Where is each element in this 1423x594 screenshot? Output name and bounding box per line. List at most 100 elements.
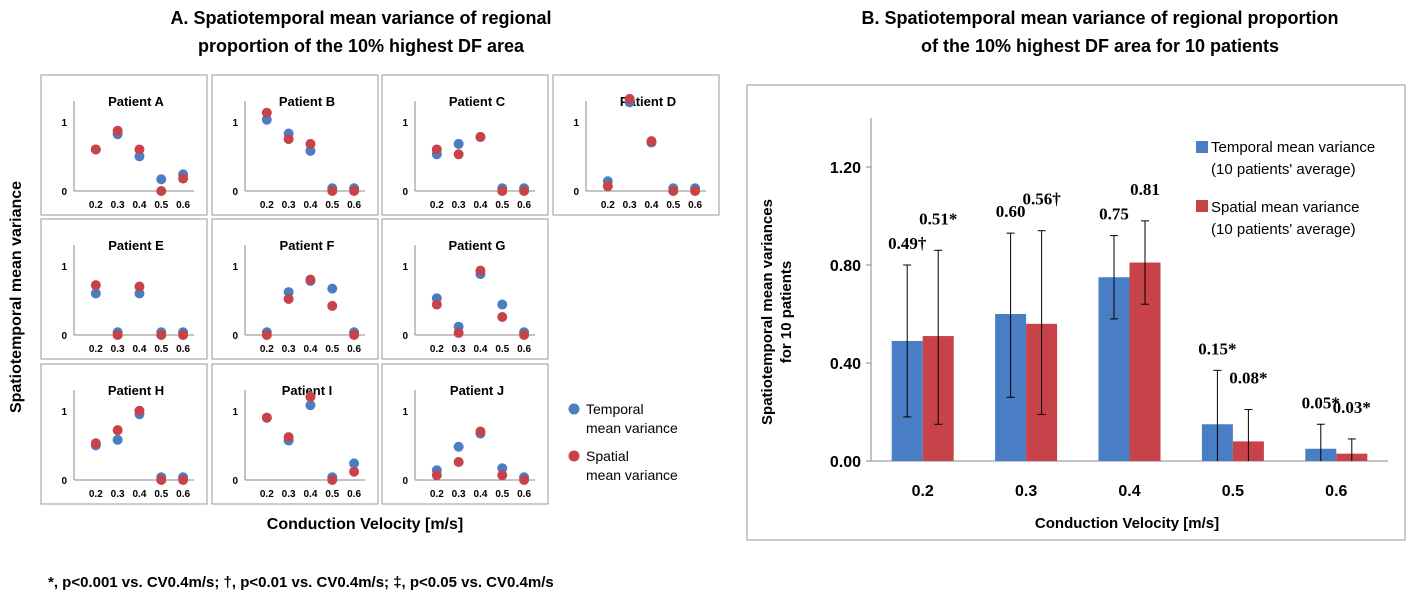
patient-plot-xtick-label: 0.5 (666, 200, 680, 211)
patient-plot-frame (40, 74, 208, 216)
spatial-point (261, 107, 272, 118)
patient-plot-xtick-label: 0.4 (474, 344, 488, 355)
patient-plot-ytick-label: 1 (402, 262, 408, 273)
bar-value-label: 0.05* (1302, 393, 1340, 412)
patient-plot-xtick-label: 0.2 (89, 344, 103, 355)
temporal-point (497, 463, 508, 474)
patient-plot-xtick-label: 0.2 (89, 489, 103, 500)
spatial-point (283, 294, 294, 304)
spatial-point (283, 134, 294, 145)
spatial-point (624, 93, 635, 104)
bar-chart-category-label: 0.6 (1325, 483, 1347, 500)
bar-chart-ytick-label: 0.40 (830, 356, 861, 373)
spatial-point (134, 405, 145, 416)
spatial-point (90, 144, 101, 155)
patient-plot-xtick-label: 0.3 (111, 200, 125, 211)
bar-chart-ytick-label: 0.80 (830, 258, 861, 275)
spatial-point (646, 136, 657, 147)
spatial-point (519, 475, 530, 485)
bar-chart-category-label: 0.3 (1015, 483, 1037, 500)
patient-plot-ytick-label: 1 (402, 407, 408, 418)
patient-plot-ytick-label: 1 (61, 118, 67, 129)
legend-b-temporal-line2: (10 patients' average) (1211, 161, 1356, 178)
patient-plot-xtick-label: 0.6 (347, 344, 361, 355)
temporal-point (156, 174, 167, 185)
spatial-point (475, 426, 486, 437)
bar-chart-category-label: 0.4 (1118, 483, 1140, 500)
patient-plot-xtick-label: 0.2 (430, 489, 444, 500)
temporal-point (90, 288, 101, 299)
panel-b-ylabel-line1: Spatiotemporal mean variances (759, 199, 776, 425)
patient-plot: Patient G 0 1 0.2 0.3 0.4 0.5 0.6 (381, 218, 549, 360)
patient-plot-ytick-label: 1 (232, 407, 238, 418)
patient-plot-title: Patient B (279, 94, 335, 109)
patient-plot-xtick-label: 0.6 (517, 344, 531, 355)
spatial-point (519, 186, 530, 196)
patient-plot-xtick-label: 0.2 (89, 200, 103, 211)
temporal-point (134, 151, 145, 162)
patient-plot-xtick-label: 0.5 (495, 344, 509, 355)
spatial-point (497, 312, 508, 322)
legend-spatial-line1: Spatial (586, 448, 629, 464)
patient-plot-frame (211, 363, 379, 505)
patient-plot: Patient F 0 1 0.2 0.3 0.4 0.5 0.6 (211, 218, 379, 360)
legend-b-temporal-line1: Temporal mean variance (1211, 139, 1375, 156)
spatial-point (156, 475, 167, 485)
spatial-point (690, 186, 701, 196)
legend-b-temporal-swatch (1196, 141, 1208, 153)
patient-plot-ytick-label: 0 (232, 187, 238, 198)
spatial-point (305, 391, 316, 402)
temporal-point (261, 114, 272, 125)
spatial-point (327, 300, 338, 311)
patient-plot-xtick-label: 0.2 (430, 200, 444, 211)
spatial-point (178, 330, 189, 340)
panel-a-xlabel: Conduction Velocity [m/s] (267, 516, 463, 533)
temporal-point (453, 441, 464, 452)
patient-plot-xtick-label: 0.4 (645, 200, 659, 211)
patient-plot: Patient B 0 1 0.2 0.3 0.4 0.5 0.6 (211, 74, 379, 216)
patient-plot-title: Patient A (108, 94, 164, 109)
spatial-point (134, 144, 145, 155)
bar-value-label: 0.15* (1198, 339, 1236, 358)
spatial-point (327, 475, 338, 485)
spatial-point (453, 149, 464, 160)
spatial-point (261, 330, 272, 340)
spatial-point (431, 470, 442, 481)
panel-b-title-line2: of the 10% highest DF area for 10 patien… (921, 36, 1279, 56)
spatial-point (305, 138, 316, 149)
patient-plot-xtick-label: 0.5 (154, 200, 168, 211)
patient-plot-ytick-label: 0 (61, 331, 67, 342)
patient-plot-xtick-label: 0.6 (688, 200, 702, 211)
spatial-point (156, 330, 167, 340)
spatial-point (112, 330, 123, 340)
temporal-point (497, 299, 508, 310)
patient-plot-xtick-label: 0.6 (347, 489, 361, 500)
patient-plot: Patient J 0 1 0.2 0.3 0.4 0.5 0.6 (381, 363, 549, 505)
spatial-point (156, 186, 167, 196)
patient-plot-xtick-label: 0.5 (495, 489, 509, 500)
panel-b-frame (746, 84, 1406, 541)
panel-b-ylabel-line2: for 10 patients (778, 261, 795, 364)
spatial-point (261, 412, 272, 423)
patient-plot-xtick-label: 0.3 (452, 200, 466, 211)
panel-b-xlabel: Conduction Velocity [m/s] (1035, 515, 1219, 532)
bar-chart-ytick-label: 1.20 (830, 160, 861, 177)
patient-plot-title: Patient G (448, 238, 505, 253)
patient-plot-title: Patient E (108, 238, 164, 253)
spatial-point (112, 125, 123, 136)
legend-spatial-line2: mean variance (586, 467, 678, 483)
patient-plot-ytick-label: 0 (232, 331, 238, 342)
legend-temporal-line1: Temporal (586, 401, 644, 417)
patient-plot-xtick-label: 0.4 (304, 344, 318, 355)
patient-plot-xtick-label: 0.4 (133, 489, 147, 500)
temporal-point (283, 287, 294, 298)
spatial-point (497, 470, 508, 481)
patient-plot-ytick-label: 0 (232, 476, 238, 487)
panel-a-legend: Temporal mean variance Spatial mean vari… (568, 401, 678, 483)
patient-plot-ytick-label: 1 (61, 407, 67, 418)
spatial-point (112, 425, 123, 436)
panel-b-title-line1: B. Spatiotemporal mean variance of regio… (861, 8, 1338, 28)
bar-value-label: 0.81 (1130, 180, 1160, 199)
